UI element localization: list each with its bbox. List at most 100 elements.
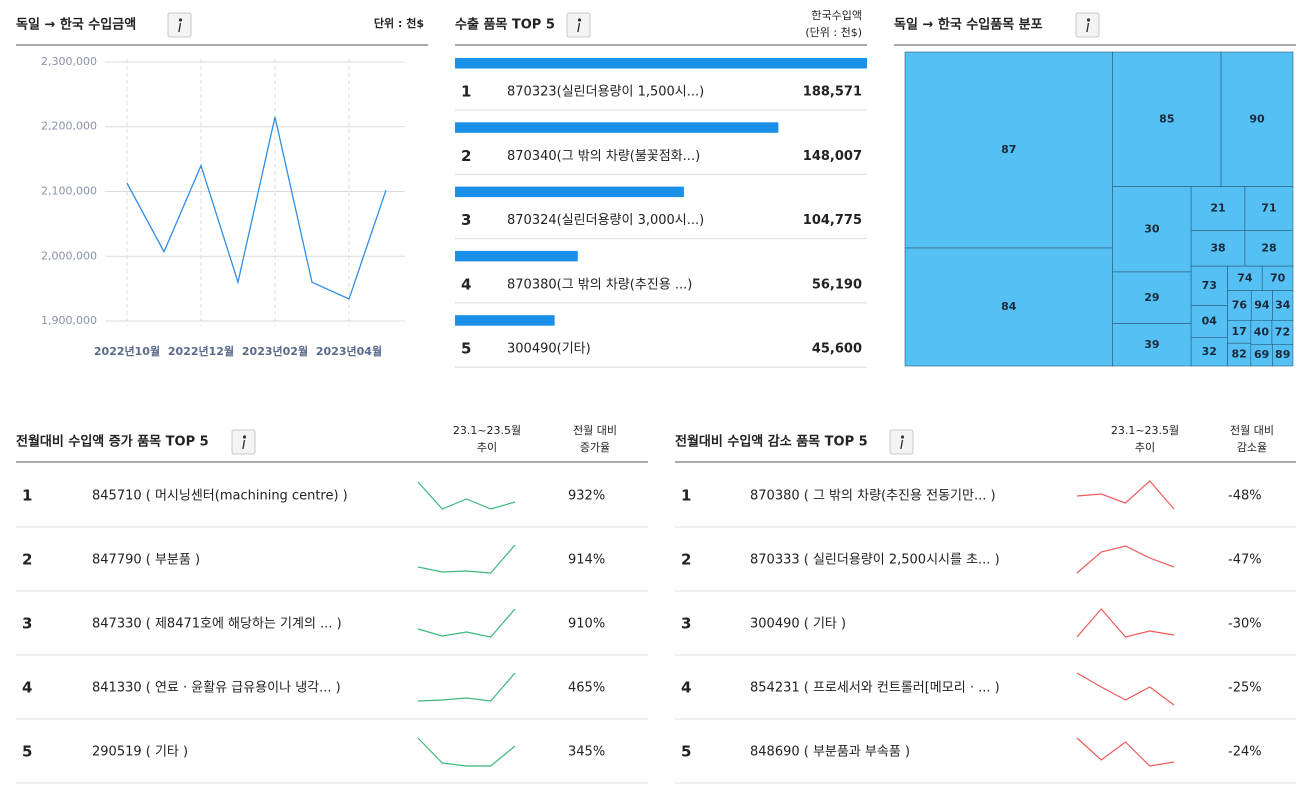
treemap-label: 40 — [1254, 325, 1270, 338]
rank: 4 — [681, 679, 691, 697]
item-name: 870323(실린더용량이 1,500시...) — [507, 85, 704, 100]
treemap-label: 84 — [1001, 300, 1017, 313]
treemap-cell — [1112, 323, 1192, 367]
treemap-cell — [1190, 186, 1246, 231]
sparkline — [417, 672, 516, 702]
item-name: 870333 ( 실린더용량이 2,500시시를 초... ) — [750, 553, 1000, 568]
sparkline — [417, 737, 516, 767]
item-name: 847790 ( 부분품 ) — [92, 553, 200, 568]
item-name: 845710 ( 머시닝센터(machining centre) ) — [92, 489, 348, 504]
rank: 4 — [22, 679, 32, 697]
item-name: 870380 ( 그 밖의 차량(추진용 전동기만... ) — [750, 489, 996, 504]
y-tick-label: 2,000,000 — [41, 249, 97, 262]
rank: 5 — [681, 743, 691, 761]
value-label: 104,775 — [803, 213, 862, 228]
item-name: 300490(기타) — [507, 342, 591, 357]
treemap-label: 17 — [1232, 325, 1247, 338]
change-label: 465% — [568, 681, 605, 696]
x-tick-label: 2022년12월 — [168, 344, 234, 358]
treemap-label: 04 — [1202, 315, 1218, 328]
x-tick-label: 2022년10월 — [94, 344, 160, 358]
rank: 5 — [461, 340, 471, 358]
bar — [455, 186, 684, 198]
x-tick-label: 2023년02월 — [242, 344, 308, 358]
change-label: 932% — [568, 489, 605, 504]
info-stem — [1086, 23, 1090, 32]
treemap-label: 39 — [1144, 338, 1159, 351]
treemap-label: 82 — [1232, 348, 1247, 361]
treemap-label: 76 — [1232, 298, 1248, 311]
treemap-label: 28 — [1261, 241, 1276, 254]
item-name: 847330 ( 제8471호에 해당하는 기계의 ... ) — [92, 617, 342, 632]
treemap-cell — [1272, 344, 1294, 367]
value-label: 148,007 — [803, 149, 862, 164]
panel-title: 전월대비 수입액 증가 품목 TOP 5 — [16, 434, 209, 450]
info-icon — [566, 12, 591, 38]
treemap-label: 72 — [1275, 325, 1290, 338]
line-series — [126, 116, 387, 300]
rank: 4 — [461, 275, 471, 293]
sparkline — [417, 481, 516, 510]
column-header: 증가율 — [580, 441, 610, 454]
info-stem — [577, 23, 581, 32]
y-tick-label: 2,200,000 — [41, 120, 97, 133]
change-label: 910% — [568, 617, 605, 632]
sparkline — [1076, 737, 1175, 767]
treemap-label: 73 — [1202, 279, 1217, 292]
info-dot — [178, 18, 183, 22]
change-label: -25% — [1228, 681, 1262, 696]
rank: 1 — [461, 83, 471, 101]
treemap-label: 30 — [1144, 222, 1160, 235]
rank: 3 — [681, 615, 691, 633]
item-name: 290519 ( 기타 ) — [92, 745, 188, 760]
column-header: 전월 대비 — [573, 424, 617, 437]
panel-title: 독일 → 한국 수입품목 분포 — [894, 17, 1043, 33]
panel-title: 수출 품목 TOP 5 — [455, 17, 555, 33]
treemap-cell — [904, 51, 1113, 249]
treemap-cell — [1190, 265, 1228, 306]
treemap-label: 29 — [1144, 291, 1159, 304]
treemap-label: 69 — [1254, 348, 1269, 361]
treemap-label: 32 — [1202, 345, 1217, 358]
bar — [455, 315, 555, 326]
rank: 3 — [22, 615, 32, 633]
rank: 1 — [22, 487, 32, 505]
info-dot — [900, 435, 905, 439]
rank: 2 — [22, 551, 32, 569]
rank: 5 — [22, 743, 32, 761]
column-header: 감소율 — [1237, 441, 1267, 454]
treemap-label: 38 — [1210, 241, 1225, 254]
y-tick-label: 2,300,000 — [41, 55, 97, 68]
value-header: (단위 : 천$) — [805, 25, 862, 39]
change-label: -47% — [1228, 553, 1262, 568]
treemap-label: 87 — [1001, 143, 1016, 156]
rank: 2 — [461, 147, 471, 165]
info-dot — [242, 435, 247, 439]
treemap-cell — [1244, 230, 1294, 267]
change-label: 345% — [568, 745, 605, 760]
info-dot — [577, 18, 582, 22]
treemap-label: 85 — [1159, 112, 1174, 125]
bar — [455, 250, 578, 262]
treemap-label: 89 — [1275, 348, 1290, 361]
value-header: 한국수입액 — [811, 9, 862, 22]
treemap-cell — [1112, 271, 1192, 324]
y-tick-label: 2,100,000 — [41, 185, 97, 198]
column-header: 23.1~23.5월 — [1111, 424, 1179, 437]
item-name: 870380(그 밖의 차량(추진용 ...) — [507, 277, 692, 292]
info-stem — [178, 23, 182, 32]
treemap-label: 90 — [1249, 112, 1265, 125]
info-dot — [1086, 18, 1091, 22]
info-stem — [900, 440, 904, 449]
column-header: 추이 — [1135, 441, 1155, 454]
bar — [455, 122, 779, 133]
item-name: 841330 ( 연료 · 윤활유 급유용이나 냉각... ) — [92, 681, 341, 696]
value-label: 188,571 — [803, 85, 862, 100]
treemap-cell — [1244, 186, 1294, 231]
item-name: 300490 ( 기타 ) — [750, 617, 846, 632]
column-header: 추이 — [477, 441, 497, 454]
panel-title: 독일 → 한국 수입금액 — [16, 17, 136, 33]
treemap-cell — [1112, 51, 1222, 187]
info-icon — [231, 429, 256, 455]
